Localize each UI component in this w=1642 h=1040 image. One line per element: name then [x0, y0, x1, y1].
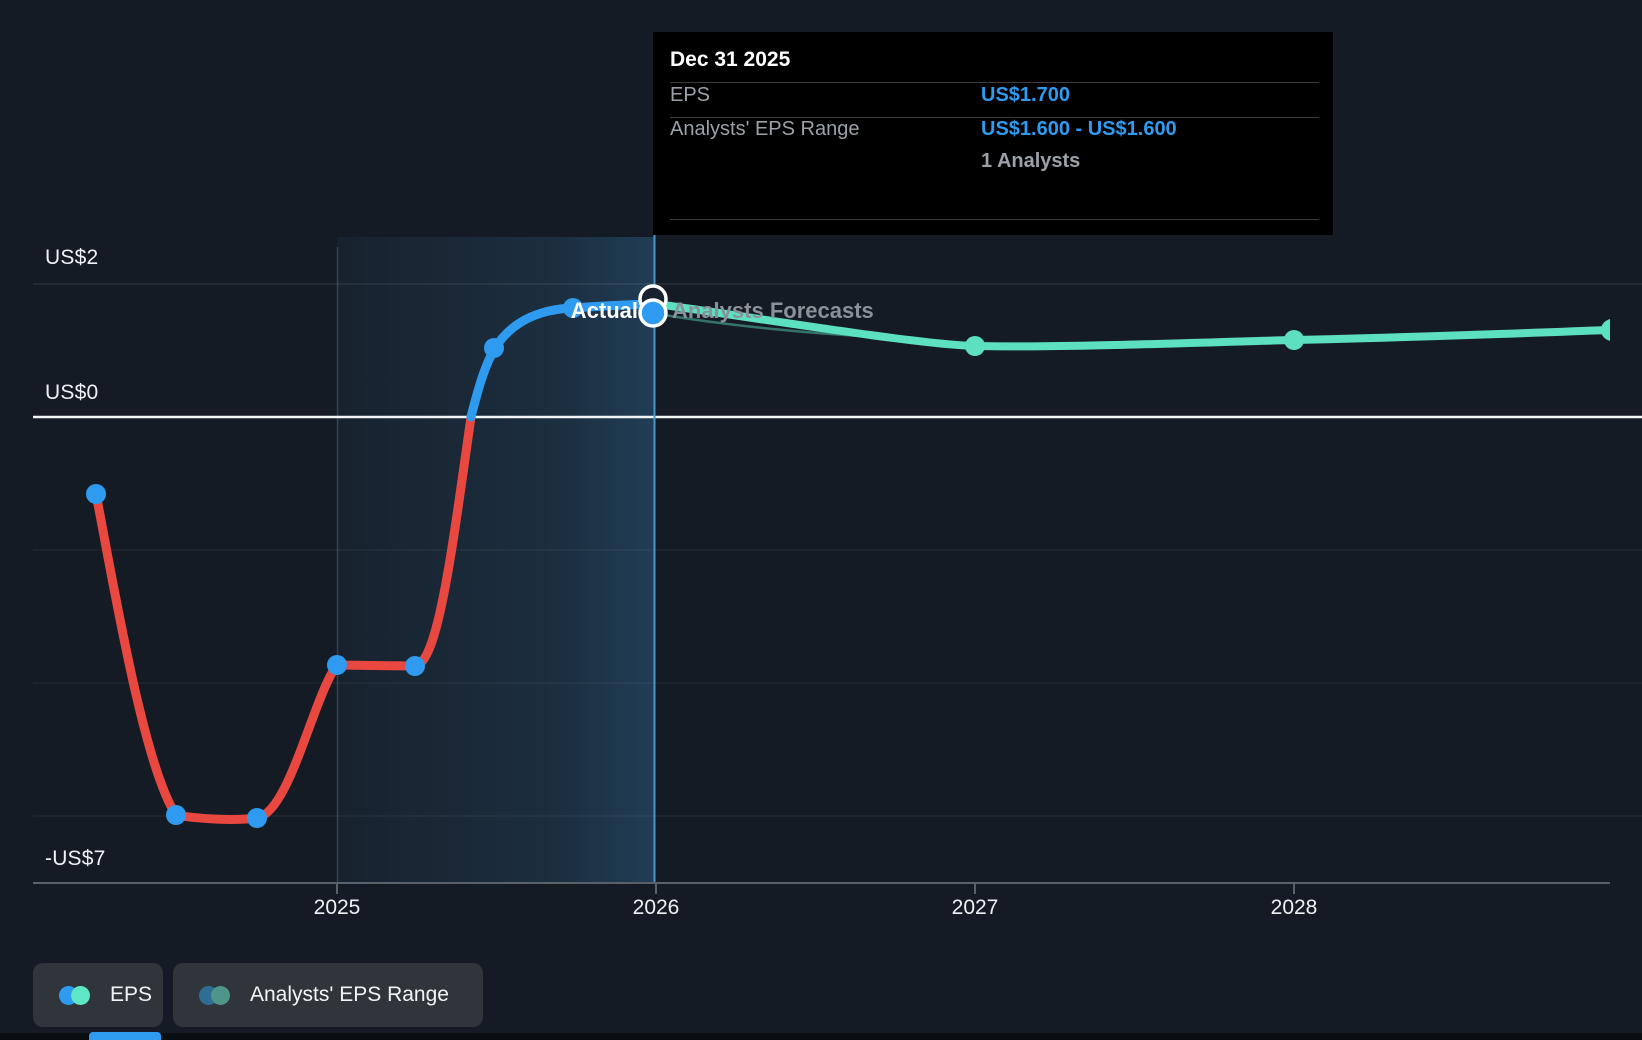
forecast-end-point[interactable]	[1601, 319, 1623, 341]
tooltip-divider	[670, 82, 1319, 83]
y-axis-label-us0: US$0	[45, 381, 99, 404]
tooltip-analysts-note: 1 Analysts	[981, 150, 1081, 172]
actual-data-point[interactable]	[327, 655, 347, 675]
tooltip-range-label: Analysts' EPS Range	[670, 118, 860, 140]
x-axis-label-2028: 2028	[1270, 896, 1318, 919]
actual-data-point[interactable]	[166, 805, 186, 825]
y-axis-label-us2: US$2	[45, 246, 99, 269]
tooltip: Dec 31 2025 EPS US$1.700 Analysts' EPS R…	[653, 32, 1333, 235]
analysts-forecasts-label: Analysts Forecasts	[672, 298, 874, 323]
forecast-highlight-band	[337, 237, 655, 883]
tooltip-divider	[670, 117, 1319, 118]
legend-item-analysts-eps-range[interactable]: Analysts' EPS Range	[173, 963, 483, 1027]
x-axis-label-2026: 2026	[632, 896, 680, 919]
actual-label: Actual	[570, 298, 638, 323]
actual-data-point[interactable]	[563, 298, 583, 318]
y-axis-label-minus7: -US$7	[45, 847, 106, 870]
actual-data-point[interactable]	[484, 338, 504, 358]
actual-eps-line-positive	[466, 299, 661, 422]
x-axis-label-2027: 2027	[951, 896, 999, 919]
actual-data-point[interactable]	[405, 656, 425, 676]
range-legend-dots-icon	[199, 985, 230, 1005]
actual-data-point[interactable]	[86, 484, 106, 504]
tooltip-date-title: Dec 31 2025	[670, 48, 791, 71]
forecast-data-point[interactable]	[965, 336, 985, 356]
tooltip-range-value: US$1.600 - US$1.600	[981, 118, 1177, 140]
tooltip-eps-value: US$1.700	[981, 84, 1070, 106]
bottom-bar-fragment	[0, 1033, 1642, 1040]
legend-eps-label: EPS	[110, 983, 153, 1006]
selected-point-range-dot[interactable]	[638, 298, 668, 328]
actual-data-point[interactable]	[247, 808, 267, 828]
blue-button-fragment[interactable]	[89, 1032, 161, 1040]
tooltip-divider	[670, 219, 1319, 220]
forecast-data-point[interactable]	[1284, 330, 1304, 350]
tooltip-eps-label: EPS	[670, 84, 711, 106]
legend-item-eps[interactable]: EPS	[33, 963, 163, 1027]
legend-range-label: Analysts' EPS Range	[250, 983, 449, 1006]
x-axis-label-2025: 2025	[313, 896, 361, 919]
eps-legend-dots-icon	[59, 985, 90, 1005]
forecast-eps-line	[652, 300, 1610, 351]
